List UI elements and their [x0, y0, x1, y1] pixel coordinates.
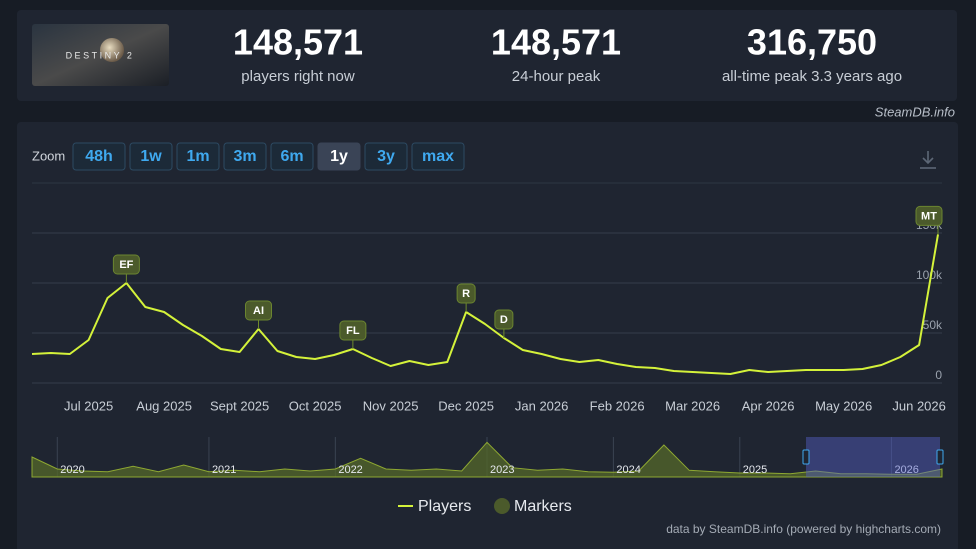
marker-badge — [339, 320, 367, 341]
logo-planet — [100, 38, 124, 62]
zoom-button[interactable] — [364, 142, 408, 171]
stat-label: all-time peak 3.3 years ago — [722, 68, 902, 85]
x-tick-label: Feb 2026 — [590, 398, 645, 413]
marker-badge — [494, 309, 514, 330]
x-tick-label: Aug 2025 — [136, 398, 192, 413]
zoom-button[interactable] — [270, 142, 314, 171]
zoom-button[interactable] — [317, 142, 361, 171]
zoom-button[interactable] — [176, 142, 220, 171]
stats-panel — [17, 10, 957, 101]
marker-label: R — [462, 288, 470, 300]
zoom-button[interactable] — [72, 142, 126, 171]
zoom-button-label[interactable]: 6m — [280, 148, 303, 165]
x-tick-label: Jan 2026 — [515, 398, 569, 413]
marker-badge — [112, 254, 140, 275]
zoom-button-label[interactable]: 48h — [85, 148, 113, 165]
marker-badge — [915, 205, 943, 226]
marker-label: FL — [346, 325, 360, 337]
navigator-handle[interactable] — [802, 449, 810, 465]
y-tick-label: 100k — [916, 268, 943, 282]
navigator-handle[interactable] — [936, 449, 944, 465]
zoom-button-label[interactable]: 3y — [377, 148, 395, 165]
zoom-button-label[interactable]: 1y — [330, 148, 348, 165]
marker-badge — [245, 300, 272, 321]
players-line — [31, 234, 939, 375]
marker-label: AI — [253, 305, 264, 317]
navigator-label: 2024 — [616, 464, 640, 476]
zoom-label: Zoom — [32, 148, 65, 163]
logo-text: DESTINY 2 — [66, 50, 135, 60]
zoom-button-label[interactable]: 1m — [186, 148, 209, 165]
marker-label: EF — [119, 259, 133, 271]
stat-value: 148,571 — [233, 22, 363, 63]
x-tick-label: May 2026 — [815, 398, 872, 413]
zoom-button-label[interactable]: max — [422, 148, 454, 165]
x-tick-label: Apr 2026 — [742, 398, 795, 413]
marker-label: D — [500, 314, 508, 326]
navigator-label: 2021 — [212, 464, 236, 476]
x-tick-label: Mar 2026 — [665, 398, 720, 413]
navigator-area — [31, 441, 943, 478]
zoom-button[interactable] — [129, 142, 173, 171]
navigator-label: 2023 — [490, 464, 514, 476]
x-tick-label: Oct 2025 — [289, 398, 342, 413]
x-tick-label: Sept 2025 — [210, 398, 269, 413]
game-logo — [32, 24, 169, 86]
stat-value: 148,571 — [491, 22, 621, 63]
chart-panel — [17, 122, 958, 549]
stat-value: 316,750 — [747, 22, 877, 63]
navigator-label: 2022 — [338, 464, 362, 476]
navigator-window[interactable] — [806, 437, 940, 477]
navigator-label: 2020 — [60, 464, 84, 476]
y-tick-label: 50k — [923, 318, 943, 332]
x-tick-label: Jul 2025 — [64, 398, 113, 413]
credit: data by SteamDB.info (powered by highcha… — [666, 522, 941, 536]
x-tick-label: Jun 2026 — [892, 398, 946, 413]
stat-label: 24-hour peak — [512, 68, 601, 85]
legend-label[interactable]: Markers — [514, 498, 572, 515]
zoom-button-label[interactable]: 1w — [140, 148, 162, 165]
legend-symbol — [494, 498, 510, 514]
navigator-label: 2025 — [743, 464, 767, 476]
zoom-button-label[interactable]: 3m — [233, 148, 256, 165]
download-icon[interactable] — [920, 151, 936, 169]
stat-label: players right now — [241, 68, 355, 85]
zoom-button[interactable] — [223, 142, 267, 171]
legend-label[interactable]: Players — [418, 498, 471, 515]
icon-stroke — [922, 157, 934, 165]
x-tick-label: Dec 2025 — [438, 398, 494, 413]
navigator-label: 2026 — [894, 464, 918, 476]
source: SteamDB.info — [875, 104, 955, 119]
marker-label: MT — [921, 210, 937, 222]
y-tick-label: 0 — [935, 368, 942, 382]
zoom-button[interactable] — [411, 142, 465, 171]
marker-badge — [456, 283, 476, 304]
x-tick-label: Nov 2025 — [363, 398, 419, 413]
